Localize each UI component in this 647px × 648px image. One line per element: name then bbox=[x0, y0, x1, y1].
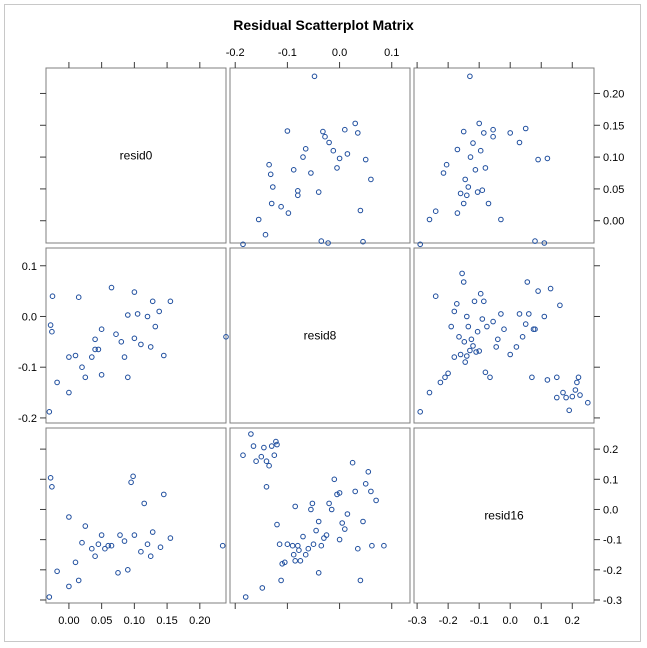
y-tick-label: 0.10 bbox=[603, 152, 624, 164]
x-tick-label: -0.3 bbox=[408, 615, 427, 627]
matrix-cell bbox=[414, 248, 594, 423]
x-tick-label: 0.2 bbox=[565, 615, 580, 627]
y-tick-label: 0.1 bbox=[603, 474, 618, 486]
variable-label-resid8: resid8 bbox=[304, 329, 337, 343]
x-tick-label: -0.1 bbox=[278, 47, 297, 59]
y-tick-label: 0.1 bbox=[22, 261, 37, 273]
matrix-cell bbox=[46, 248, 226, 423]
variable-label-resid16: resid16 bbox=[484, 509, 524, 523]
variable-label-resid0: resid0 bbox=[120, 149, 153, 163]
y-tick-label: 0.00 bbox=[603, 216, 624, 228]
x-tick-label: -0.1 bbox=[470, 615, 489, 627]
matrix-cell bbox=[230, 68, 410, 243]
y-tick-label: -0.2 bbox=[18, 413, 37, 425]
y-tick-label: -0.1 bbox=[18, 362, 37, 374]
x-tick-label: 0.10 bbox=[124, 615, 145, 627]
y-tick-label: -0.3 bbox=[603, 595, 622, 607]
x-tick-label: 0.1 bbox=[384, 47, 399, 59]
y-tick-label: 0.05 bbox=[603, 184, 624, 196]
x-tick-label: 0.0 bbox=[332, 47, 347, 59]
y-tick-label: 0.0 bbox=[22, 311, 37, 323]
y-tick-label: 0.0 bbox=[603, 504, 618, 516]
x-tick-label: 0.05 bbox=[91, 615, 112, 627]
y-tick-label: -0.2 bbox=[603, 565, 622, 577]
x-tick-label: 0.1 bbox=[534, 615, 549, 627]
x-tick-label: 0.15 bbox=[156, 615, 177, 627]
matrix-cell bbox=[46, 428, 226, 603]
x-tick-label: -0.2 bbox=[226, 47, 245, 59]
x-tick-label: 0.00 bbox=[58, 615, 79, 627]
y-tick-label: -0.1 bbox=[603, 535, 622, 547]
y-tick-label: 0.15 bbox=[603, 120, 624, 132]
matrix-cell bbox=[414, 68, 594, 243]
y-tick-label: 0.20 bbox=[603, 88, 624, 100]
matrix-cell bbox=[230, 428, 410, 603]
x-tick-label: -0.2 bbox=[439, 615, 458, 627]
y-tick-label: 0.2 bbox=[603, 444, 618, 456]
x-tick-label: 0.0 bbox=[503, 615, 518, 627]
x-tick-label: 0.20 bbox=[189, 615, 210, 627]
